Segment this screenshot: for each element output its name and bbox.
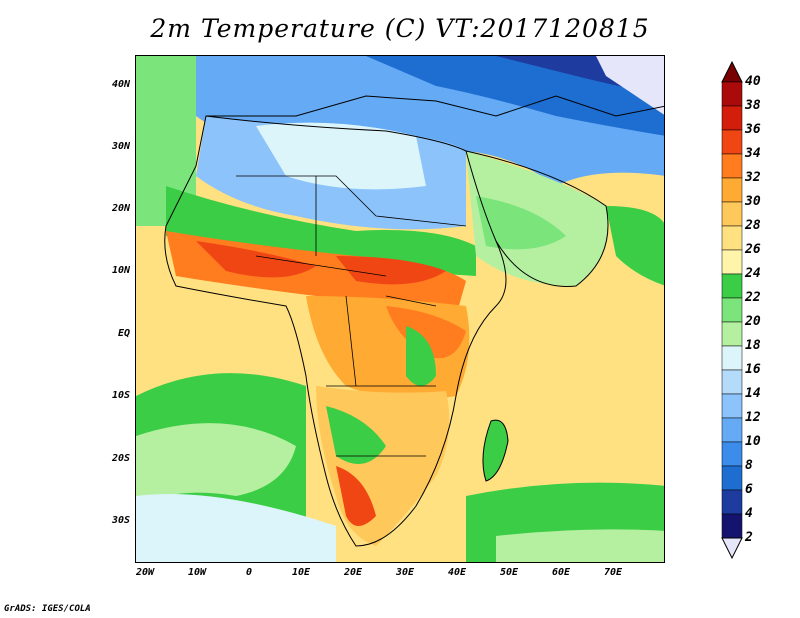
legend-level-label: 4 xyxy=(745,506,753,521)
legend-level-label: 26 xyxy=(745,242,761,257)
legend-swatch xyxy=(721,489,743,515)
india xyxy=(606,206,664,286)
legend-level-label: 20 xyxy=(745,314,761,329)
legend-min-arrow xyxy=(721,537,743,560)
legend-level-label: 28 xyxy=(745,218,761,233)
legend-level-label: 16 xyxy=(745,362,761,377)
legend-level-label: 12 xyxy=(745,410,761,425)
madagascar xyxy=(482,420,508,481)
legend-level-label: 34 xyxy=(745,146,761,161)
arabia-coastline xyxy=(465,150,609,287)
legend-swatch xyxy=(721,225,743,251)
lat-label-30s: 30S xyxy=(111,515,130,526)
legend-swatch xyxy=(721,417,743,443)
africa-coastline xyxy=(164,115,507,547)
map-canvas xyxy=(136,56,664,562)
legend-swatch xyxy=(721,369,743,395)
lat-label-eq: EQ xyxy=(117,328,130,339)
lat-label-20s: 20S xyxy=(111,453,130,464)
legend-level-label: 8 xyxy=(745,458,753,473)
legend-level-label: 40 xyxy=(745,74,761,89)
lon-label-20e: 20E xyxy=(343,567,363,578)
lon-label-40e: 40E xyxy=(447,567,467,578)
legend-level-label: 24 xyxy=(745,266,761,281)
legend-level-label: 22 xyxy=(745,290,761,305)
legend-level-label: 30 xyxy=(745,194,761,209)
south-atlantic-cool xyxy=(136,494,336,562)
legend-level-label: 36 xyxy=(745,122,761,137)
legend-swatch xyxy=(721,441,743,467)
legend-swatch xyxy=(721,345,743,371)
europe-coastline xyxy=(206,95,664,117)
legend-swatch xyxy=(721,465,743,491)
legend-level-label: 18 xyxy=(745,338,761,353)
legend-swatch xyxy=(721,105,743,131)
legend-level-label: 14 xyxy=(745,386,761,401)
legend-swatch xyxy=(721,513,743,539)
legend-swatch xyxy=(721,273,743,299)
lat-label-10n: 10N xyxy=(111,265,130,276)
legend-swatch xyxy=(721,81,743,107)
lon-label-30e: 30E xyxy=(395,567,415,578)
lon-label-60e: 60E xyxy=(551,567,571,578)
legend-level-label: 2 xyxy=(745,530,753,545)
legend-swatch xyxy=(721,393,743,419)
lat-label-30n: 30N xyxy=(111,141,130,152)
legend-level-label: 38 xyxy=(745,98,761,113)
lat-label-20n: 20N xyxy=(111,203,130,214)
south-atlantic-light xyxy=(136,423,296,506)
sahel-green xyxy=(166,186,476,276)
lon-label-10w: 10W xyxy=(187,567,207,578)
legend-swatch xyxy=(721,249,743,275)
lon-label-10e: 10E xyxy=(291,567,311,578)
legend-swatch xyxy=(721,129,743,155)
legend-swatch xyxy=(721,321,743,347)
map-title: 2m Temperature (C) VT:2017120815 xyxy=(150,14,650,43)
credit-text: GrADS: IGES/COLA xyxy=(4,604,91,614)
legend-swatch xyxy=(721,177,743,203)
temperature-map xyxy=(135,55,665,563)
color-legend xyxy=(721,60,743,560)
lon-label-70e: 70E xyxy=(603,567,623,578)
kalahari-hot xyxy=(336,466,376,526)
east-africa-highlands xyxy=(406,326,436,386)
country-borders xyxy=(236,175,467,457)
lat-label-10s: 10S xyxy=(111,390,130,401)
legend-level-label: 32 xyxy=(745,170,761,185)
legend-swatch xyxy=(721,297,743,323)
lat-label-40n: 40N xyxy=(111,79,130,90)
lon-label-50e: 50E xyxy=(499,567,519,578)
legend-swatch xyxy=(721,153,743,179)
lon-label-0: 0 xyxy=(245,567,253,578)
legend-level-label: 10 xyxy=(745,434,761,449)
legend-max-arrow xyxy=(721,60,743,83)
lon-label-20w: 20W xyxy=(135,567,155,578)
legend-level-label: 6 xyxy=(745,482,753,497)
legend-swatch xyxy=(721,201,743,227)
